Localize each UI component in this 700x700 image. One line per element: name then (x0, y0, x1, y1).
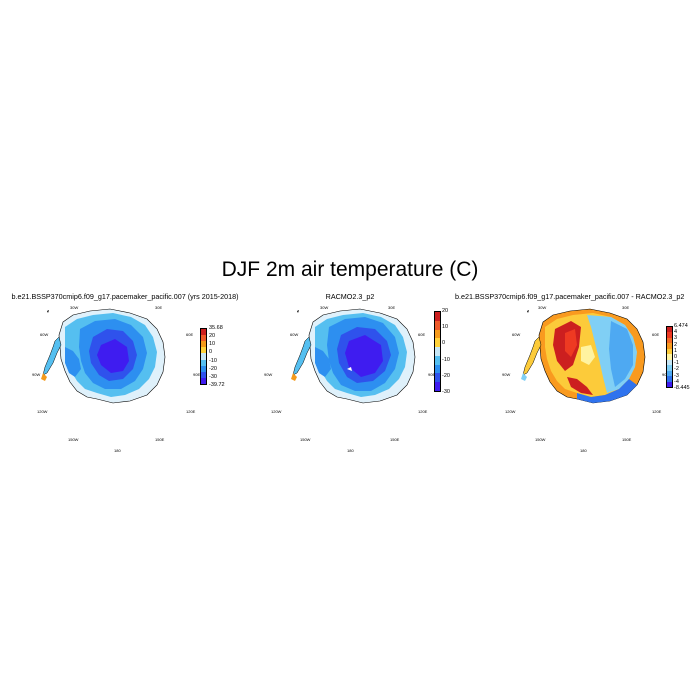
colorbar-swatch (435, 338, 440, 348)
panel-1-lon-w150: 150W (68, 437, 79, 442)
panel-2-lon-w90: 90W (264, 372, 273, 377)
colorbar-swatch (667, 337, 672, 344)
panel-2-lon-e150: 150E (390, 437, 400, 442)
colorbar-tick-label: 35.68 (209, 325, 223, 331)
colorbar-swatch (201, 377, 206, 384)
panel-3-lon-w120: 120W (505, 409, 516, 414)
colorbar-swatch (667, 370, 672, 377)
panel-3-lon-e150: 150E (622, 437, 632, 442)
colorbar-swatch (201, 341, 206, 348)
panel-3-lon-w90: 90W (502, 372, 511, 377)
colorbar-tick-label: 3 (674, 335, 678, 342)
colorbar-tick-label: 20 (209, 333, 216, 340)
panel-1-lon-e150: 150E (155, 437, 165, 442)
panel-2-lon-w60: 60W (290, 332, 299, 337)
panel-2-lon-e30: 30E (388, 305, 396, 310)
panel-1-lon-e60: 60E (186, 332, 194, 337)
colorbar-swatch (667, 381, 672, 387)
colorbar-swatch (201, 353, 206, 360)
panel-3-lon-e60: 60E (652, 332, 660, 337)
panel-1-lon-180: 180 (114, 448, 121, 453)
panel-2-colorbar (434, 311, 441, 392)
colorbar-tick-label: -20 (209, 365, 217, 372)
colorbar-tick-label: 20 (442, 308, 449, 314)
panel-1-colorbar (200, 328, 207, 385)
panel-2-lon-e90: 90E (428, 372, 436, 377)
colorbar-tick-label: 0 (442, 340, 446, 347)
colorbar-tick-label: -1 (674, 360, 679, 367)
panel-1-map (41, 308, 166, 404)
panel-2-title: RACMO2.3_p2 (325, 292, 375, 301)
panel-3-lon-w60: 60W (512, 332, 521, 337)
panel-2-map (291, 308, 416, 404)
colorbar-swatch (435, 373, 440, 383)
colorbar-swatch (667, 365, 672, 371)
colorbar-swatch (201, 329, 206, 336)
colorbar-tick-label: -8.445 (674, 385, 690, 391)
colorbar-swatch (667, 348, 672, 355)
colorbar-tick-label: -4 (674, 378, 679, 385)
colorbar-tick-label: 6.474 (674, 323, 688, 329)
panel-1-lon-e30: 30E (155, 305, 163, 310)
panel-2-lon-e60: 60E (418, 332, 426, 337)
panel-3-lon-w150: 150W (535, 437, 546, 442)
panel-3-lon-e30: 30E (622, 305, 630, 310)
panel-1-lon-w60: 60W (40, 332, 49, 337)
panel-2-lon-180: 180 (347, 448, 354, 453)
colorbar-tick-label: 4 (674, 329, 678, 336)
colorbar-tick-label: -2 (674, 366, 679, 373)
colorbar-swatch (435, 364, 440, 374)
colorbar-tick-label: 0 (209, 349, 213, 356)
colorbar-swatch (667, 359, 672, 366)
colorbar-swatch (667, 354, 672, 360)
colorbar-swatch (435, 320, 440, 330)
figure-title: DJF 2m air temperature (C) (221, 258, 479, 281)
colorbar-tick-label: 10 (442, 324, 449, 331)
panel-3-lon-w30: 30W (538, 305, 547, 310)
panel-2-lon-w120: 120W (271, 409, 282, 414)
colorbar-tick-label: 2 (674, 341, 678, 348)
panel-3-lon-e120: 120E (652, 409, 662, 414)
panel-3-map (521, 308, 646, 404)
panel-2-lon-w30: 30W (320, 305, 329, 310)
colorbar-tick-label: -39.72 (209, 382, 225, 388)
colorbar-swatch (435, 312, 440, 321)
panel-2-lon-e120: 120E (418, 409, 428, 414)
colorbar-tick-label: -30 (209, 373, 217, 380)
panel-2-lon-w150: 150W (300, 437, 311, 442)
colorbar-tick-label: -10 (209, 357, 217, 364)
colorbar-swatch (201, 365, 206, 372)
panel-1-title: b.e21.BSSP370cmip6.f09_g17.pacemaker_pac… (11, 292, 239, 301)
panel-3-colorbar (666, 326, 673, 388)
colorbar-tick-label: 10 (209, 341, 216, 348)
colorbar-swatch (435, 347, 440, 356)
colorbar-swatch (201, 359, 206, 366)
panel-1-lon-e90: 90E (193, 372, 201, 377)
colorbar-swatch (435, 355, 440, 365)
panel-1-lon-w90: 90W (32, 372, 41, 377)
colorbar-swatch (201, 347, 206, 354)
colorbar-tick-label: -10 (442, 356, 450, 363)
colorbar-tick-label: -30 (442, 389, 450, 395)
colorbar-swatch (201, 335, 206, 342)
colorbar-swatch (201, 371, 206, 378)
panel-1-lon-e120: 120E (186, 409, 196, 414)
panel-3-title: b.e21.BSSP370cmip6.f09_g17.pacemaker_pac… (455, 292, 685, 301)
panel-3-lon-e90: 90E (662, 372, 670, 377)
panel-1-lon-w30: 30W (70, 305, 79, 310)
panel-1-lon-w120: 120W (37, 409, 48, 414)
colorbar-swatch (667, 332, 672, 338)
colorbar-swatch (435, 329, 440, 339)
colorbar-tick-label: -20 (442, 372, 450, 379)
colorbar-tick-label: 1 (674, 347, 678, 354)
colorbar-tick-label: 0 (674, 354, 678, 360)
panel-3-lon-180: 180 (580, 448, 587, 453)
colorbar-swatch (667, 343, 672, 349)
colorbar-tick-label: -3 (674, 372, 679, 379)
colorbar-swatch (667, 327, 672, 333)
colorbar-swatch (667, 376, 672, 382)
colorbar-swatch (435, 382, 440, 391)
